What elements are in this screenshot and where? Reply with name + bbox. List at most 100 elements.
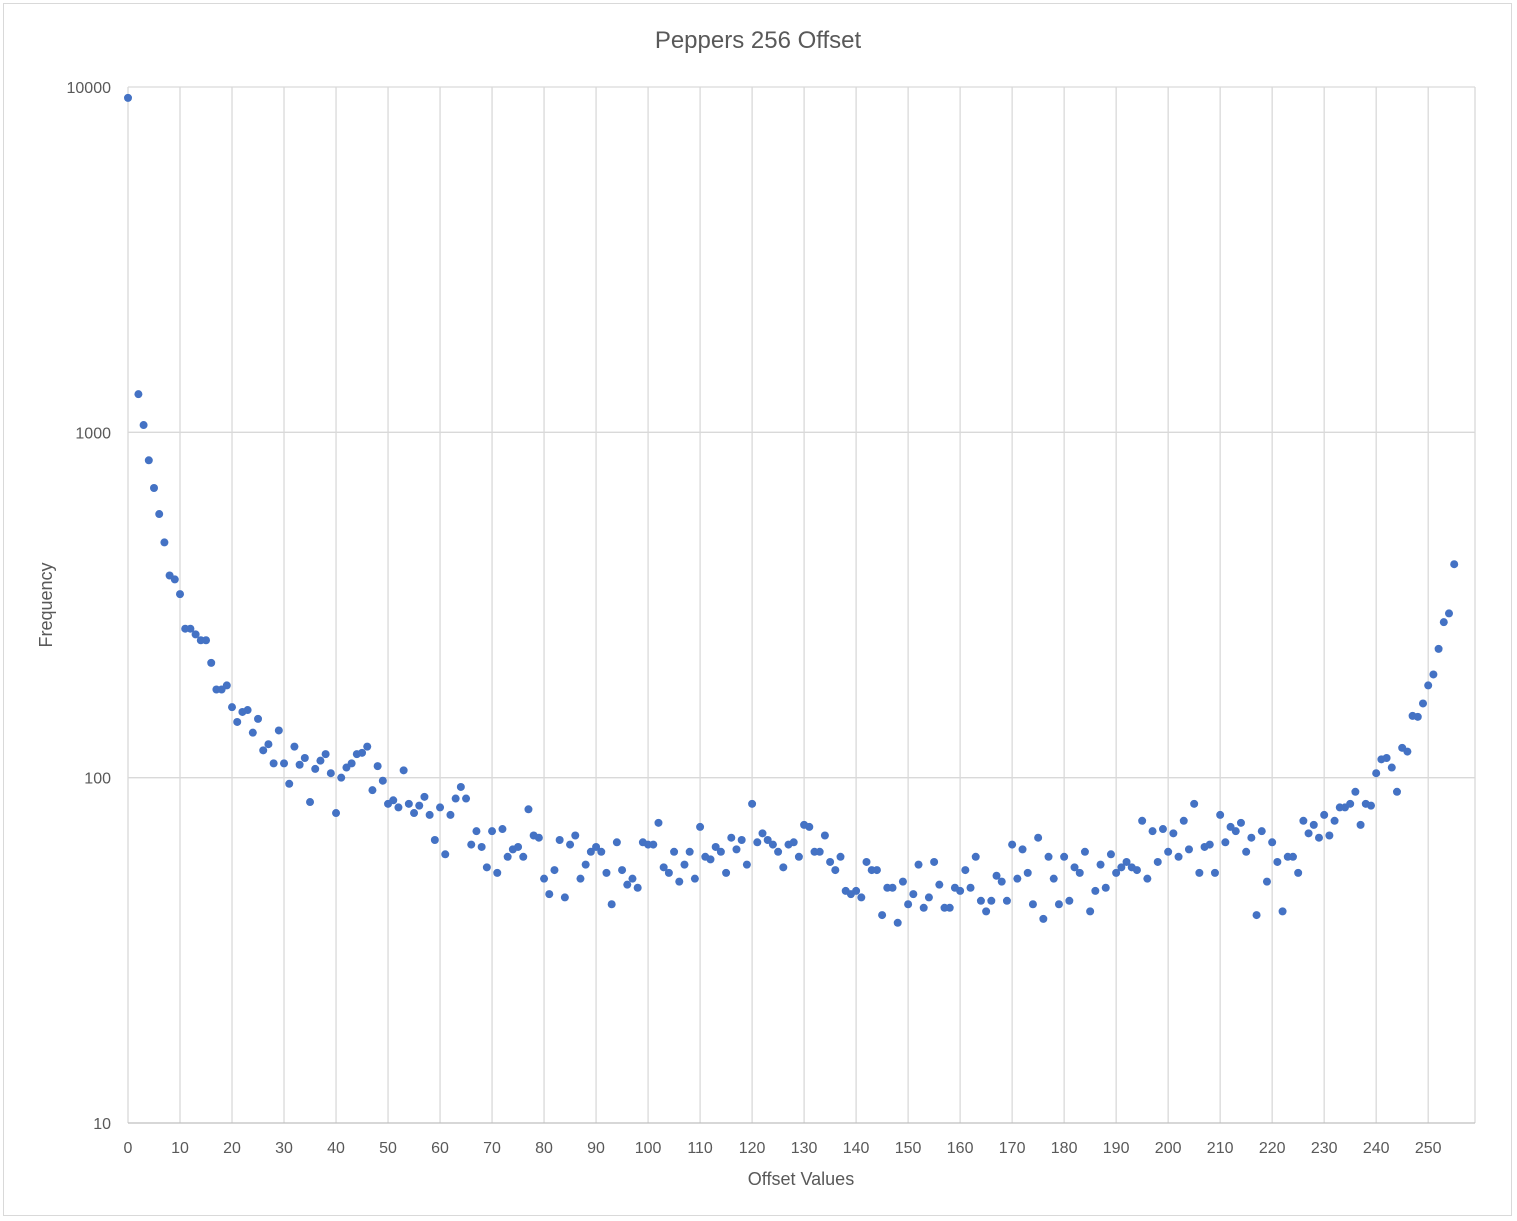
data-point <box>1418 699 1427 708</box>
data-point <box>316 756 325 765</box>
data-point <box>150 483 159 492</box>
x-tick-label: 150 <box>895 1140 922 1157</box>
data-point <box>394 803 403 812</box>
x-tick-label: 200 <box>1155 1140 1182 1157</box>
data-point <box>1366 801 1375 810</box>
data-point <box>924 893 933 902</box>
data-point <box>1060 852 1069 861</box>
data-point <box>280 759 289 768</box>
data-point <box>1086 907 1095 916</box>
data-point <box>1372 769 1381 778</box>
vertical-gridlines <box>127 87 1476 1123</box>
x-tick-label: 80 <box>535 1140 553 1157</box>
data-point <box>519 852 528 861</box>
data-point <box>373 762 382 771</box>
data-point <box>1247 833 1256 842</box>
data-point <box>675 877 684 886</box>
data-point <box>820 831 829 840</box>
data-point <box>124 93 132 102</box>
data-point <box>1049 874 1058 883</box>
data-point <box>1268 838 1277 847</box>
data-point <box>1242 847 1251 856</box>
data-point <box>1013 874 1022 883</box>
data-point <box>1288 852 1297 861</box>
x-tick-label: 250 <box>1415 1140 1442 1157</box>
data-point <box>696 822 705 831</box>
data-point <box>1330 816 1339 825</box>
data-point <box>259 746 268 755</box>
data-point <box>852 886 861 895</box>
data-point <box>1179 816 1188 825</box>
data-point <box>254 714 263 723</box>
data-point <box>311 764 320 773</box>
data-point <box>191 630 200 639</box>
data-point <box>1351 787 1360 796</box>
data-point <box>1257 827 1266 836</box>
data-point <box>1158 825 1167 834</box>
data-point <box>1304 829 1313 838</box>
data-point <box>566 840 575 849</box>
x-tick-label: 0 <box>124 1140 133 1157</box>
data-point <box>1008 840 1017 849</box>
data-point <box>1325 831 1334 840</box>
data-point <box>831 866 840 875</box>
data-point <box>758 829 767 838</box>
data-point <box>898 877 907 886</box>
data-point <box>207 658 216 667</box>
data-point <box>930 857 939 866</box>
data-point <box>670 847 679 856</box>
data-point <box>378 776 387 785</box>
data-point <box>404 799 413 808</box>
data-point <box>1138 816 1147 825</box>
x-tick-label: 130 <box>791 1140 818 1157</box>
data-point <box>779 863 788 872</box>
data-point <box>295 760 304 769</box>
data-point <box>488 827 497 836</box>
data-point <box>482 863 491 872</box>
data-point <box>347 759 356 768</box>
data-point <box>1236 818 1245 827</box>
data-point <box>597 847 606 856</box>
data-point <box>1132 866 1141 875</box>
data-point <box>363 742 372 751</box>
data-point <box>1205 840 1214 849</box>
data-point <box>1091 886 1100 895</box>
data-point <box>935 880 944 889</box>
data-point <box>524 805 533 814</box>
data-point <box>1444 609 1453 618</box>
data-point <box>139 421 148 430</box>
data-point <box>706 855 715 864</box>
data-point <box>612 838 621 847</box>
data-point <box>581 860 590 869</box>
data-point <box>1387 763 1396 772</box>
data-point <box>1080 847 1089 856</box>
data-point <box>498 825 507 834</box>
data-point <box>186 624 195 633</box>
data-point <box>732 845 741 854</box>
data-point <box>1439 618 1448 627</box>
data-point <box>1002 896 1011 905</box>
data-point <box>1148 827 1157 836</box>
data-point <box>326 769 335 778</box>
data-point <box>472 827 481 836</box>
data-point <box>904 900 913 909</box>
data-point <box>1221 838 1230 847</box>
data-point <box>451 794 460 803</box>
data-point <box>534 833 543 842</box>
x-axis-title: Offset Values <box>748 1169 854 1189</box>
data-point <box>1096 860 1105 869</box>
data-point <box>607 900 616 909</box>
data-point <box>768 840 777 849</box>
x-tick-label: 160 <box>947 1140 974 1157</box>
data-point <box>415 801 424 810</box>
data-point <box>1174 852 1183 861</box>
data-point <box>826 857 835 866</box>
data-point <box>1309 820 1318 829</box>
data-point <box>966 883 975 892</box>
data-point <box>540 874 549 883</box>
data-point <box>987 896 996 905</box>
data-point <box>909 890 918 899</box>
data-point <box>1106 850 1115 859</box>
x-tick-label: 220 <box>1259 1140 1286 1157</box>
data-point <box>576 874 585 883</box>
